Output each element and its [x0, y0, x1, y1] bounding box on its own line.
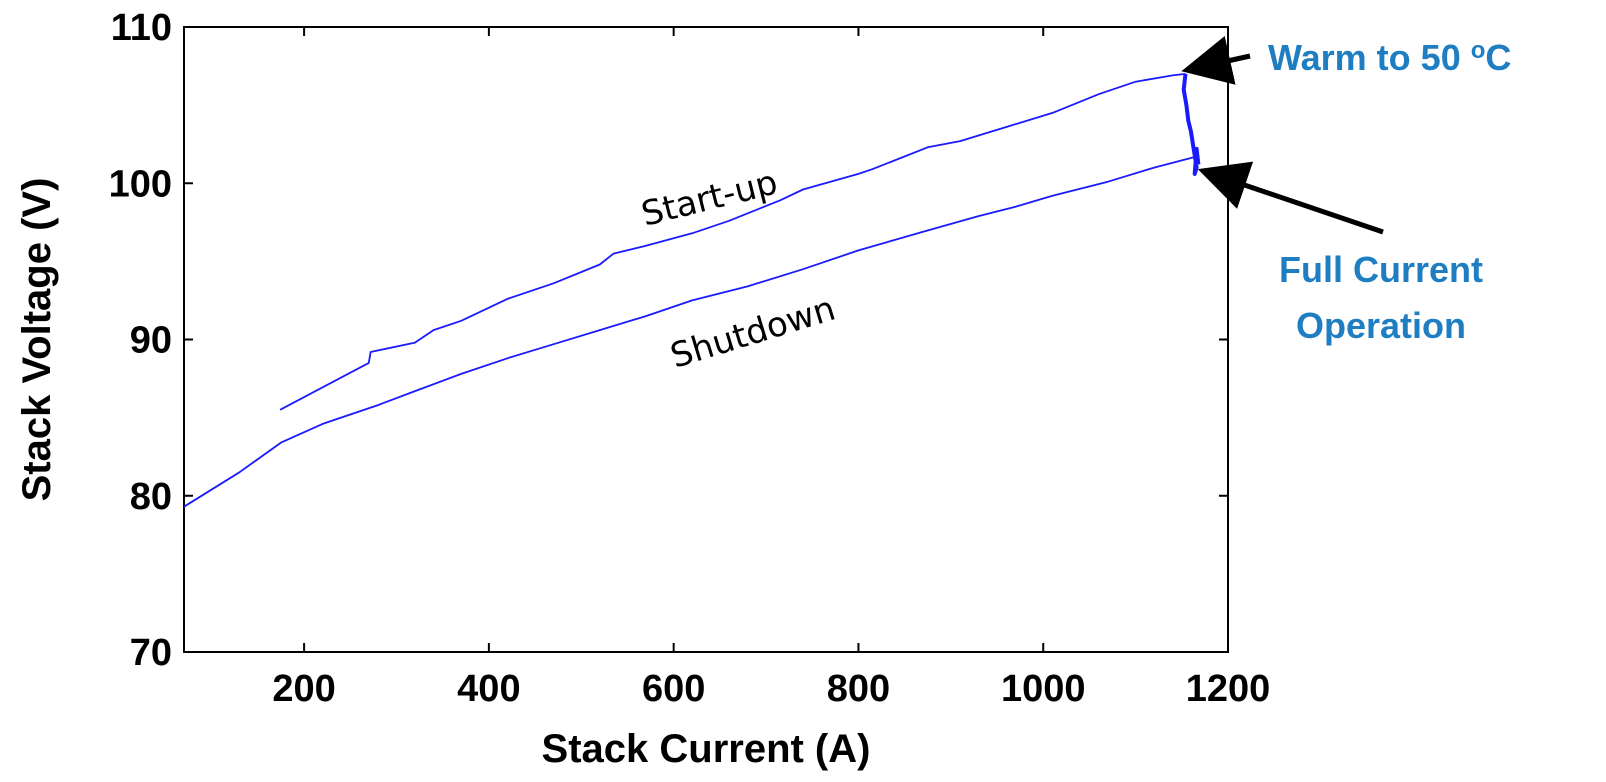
axis-ticks [184, 26, 1229, 653]
x-axis-title: Stack Current (A) [542, 727, 871, 771]
warm-arrow [1181, 36, 1251, 85]
y-axis-title: Stack Voltage (V) [15, 178, 59, 502]
series-line-transition [1181, 73, 1201, 176]
y-tick-labels: 70 80 90 100 110 [109, 7, 172, 674]
series-line-start-up [279, 73, 1186, 411]
x-tick-label: 800 [827, 668, 890, 710]
y-tick-label: 100 [109, 163, 172, 205]
full-current-callout-line1: Full Current [1279, 249, 1483, 290]
y-tick-label: 70 [130, 632, 172, 674]
y-tick-label: 80 [130, 476, 172, 518]
x-tick-label: 1000 [1001, 668, 1086, 710]
warm-callout-sup: o [1471, 37, 1486, 64]
x-tick-labels: 200 400 600 800 1000 1200 [272, 668, 1270, 710]
x-tick-label: 1200 [1186, 668, 1271, 710]
y-tick-label: 90 [130, 320, 172, 362]
warm-callout: Warm to 50 oC [1268, 37, 1511, 78]
x-tick-label: 400 [457, 668, 520, 710]
full-current-callout-line2: Operation [1296, 305, 1466, 346]
x-tick-label: 600 [642, 668, 705, 710]
x-tick-label: 200 [272, 668, 335, 710]
warm-callout-unit: C [1485, 37, 1511, 78]
full-current-arrow [1197, 161, 1384, 235]
warm-callout-text: Warm to 50 [1268, 37, 1471, 78]
plot-area [183, 26, 1229, 653]
series-line-shutdown [183, 155, 1196, 508]
y-tick-label: 110 [111, 7, 172, 49]
series-layer [183, 73, 1201, 508]
